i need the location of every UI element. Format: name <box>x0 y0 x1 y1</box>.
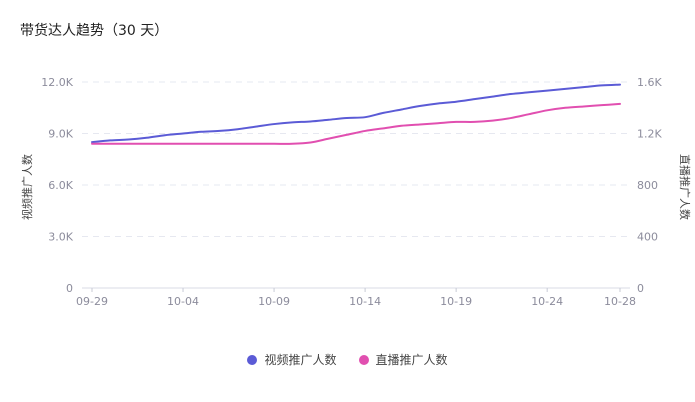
data-point-live <box>125 141 131 147</box>
series-line-video <box>91 83 621 144</box>
series-lines <box>89 82 623 147</box>
data-point-live <box>417 121 423 127</box>
data-point-video <box>417 103 423 109</box>
data-point-video <box>144 135 150 141</box>
data-point-live <box>490 118 496 124</box>
data-point-live <box>107 141 113 147</box>
data-point-video <box>307 118 313 124</box>
legend-item-video[interactable]: 视频推广人数 <box>247 351 337 368</box>
y-left-tick-label: 9.0K <box>48 128 73 141</box>
data-point-live <box>289 141 295 147</box>
data-point-video <box>617 82 623 88</box>
x-tick-label: 09-29 <box>76 295 108 308</box>
y-right-tick-label: 1.6K <box>637 76 662 89</box>
data-point-video <box>453 99 459 105</box>
y-left-tick-label: 3.0K <box>48 231 73 244</box>
data-point-video <box>271 121 277 127</box>
data-point-live <box>144 141 150 147</box>
data-point-video <box>198 129 204 135</box>
x-tick-label: 10-09 <box>258 295 290 308</box>
data-point-live <box>399 123 405 129</box>
y-axis-left-title: 视频推广人数 <box>20 154 34 220</box>
data-point-live <box>253 141 259 147</box>
axes: 0 3.0K 6.0K 9.0K 12.0K 0 400 800 1.2K 1.6K 09-29 10… <box>41 76 662 308</box>
legend-marker-live <box>358 354 369 365</box>
y-left-tick-label: 6.0K <box>48 179 73 192</box>
data-point-live <box>508 115 514 121</box>
data-point-live <box>380 125 386 131</box>
series-line-live <box>91 102 621 145</box>
data-point-video <box>162 132 168 138</box>
data-point-video <box>581 84 587 90</box>
data-point-live <box>326 136 332 142</box>
data-point-live <box>307 140 313 146</box>
data-point-video <box>544 88 550 94</box>
data-point-live <box>180 141 186 147</box>
x-tick-label: 10-14 <box>349 295 381 308</box>
data-point-live <box>344 132 350 138</box>
data-point-live <box>617 101 623 107</box>
y-right-tick-label: 400 <box>637 231 658 244</box>
grid-lines <box>82 81 630 237</box>
data-point-video <box>253 124 259 130</box>
data-point-video <box>344 115 350 121</box>
y-axis-right-title: 直播推广人数 <box>678 154 692 220</box>
x-tick-label: 10-28 <box>604 295 636 308</box>
data-point-live <box>581 103 587 109</box>
data-point-live <box>89 141 95 147</box>
data-point-live <box>544 107 550 113</box>
data-point-video <box>599 82 605 88</box>
data-point-video <box>562 86 568 92</box>
legend: 视频推广人数 直播推广人数 <box>0 351 695 368</box>
data-point-video <box>326 117 332 123</box>
x-tick-label: 10-24 <box>531 295 563 308</box>
data-point-live <box>271 141 277 147</box>
legend-item-live[interactable]: 直播推广人数 <box>358 351 448 368</box>
data-point-live <box>216 141 222 147</box>
legend-marker-video <box>247 354 258 365</box>
y-right-tick-label: 1.2K <box>637 128 662 141</box>
y-right-tick-label: 800 <box>637 179 658 192</box>
data-point-live <box>471 119 477 125</box>
data-point-video <box>216 128 222 134</box>
y-left-tick-label: 0 <box>66 282 73 295</box>
data-point-video <box>526 89 532 95</box>
data-point-video <box>380 110 386 116</box>
legend-label-video: 视频推广人数 <box>264 353 337 367</box>
data-point-live <box>362 128 368 134</box>
data-point-video <box>399 106 405 112</box>
data-point-live <box>453 119 459 125</box>
data-point-video <box>508 91 514 97</box>
data-point-live <box>526 111 532 117</box>
data-point-video <box>235 126 241 132</box>
data-point-video <box>490 94 496 100</box>
data-point-video <box>362 114 368 120</box>
data-point-live <box>435 120 441 126</box>
y-left-tick-label: 12.0K <box>41 76 73 89</box>
y-right-tick-label: 0 <box>637 282 644 295</box>
data-point-live <box>235 141 241 147</box>
data-point-live <box>198 141 204 147</box>
data-point-live <box>599 102 605 108</box>
data-point-live <box>562 105 568 111</box>
x-tick-label: 10-04 <box>167 295 199 308</box>
data-point-video <box>180 131 186 137</box>
chart-title: 带货达人趋势（30 天） <box>20 23 169 39</box>
data-point-video <box>435 100 441 106</box>
data-point-live <box>162 141 168 147</box>
legend-label-live: 直播推广人数 <box>375 353 448 367</box>
data-point-video <box>471 96 477 102</box>
x-tick-label: 10-19 <box>440 295 472 308</box>
data-point-video <box>289 119 295 125</box>
